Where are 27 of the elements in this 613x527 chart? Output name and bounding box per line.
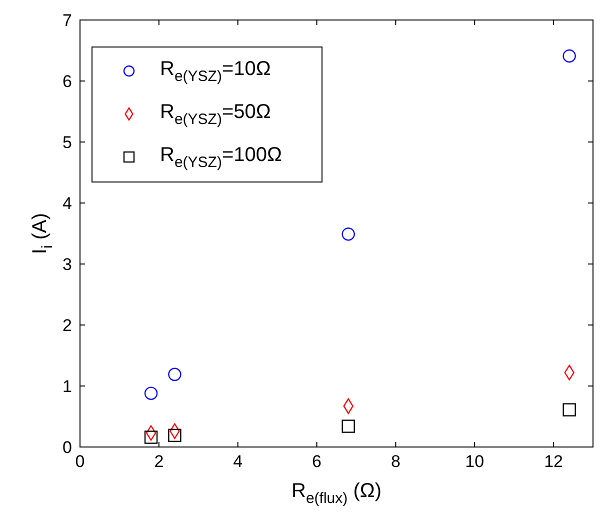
legend-label: R$_{e(YSZ)}$=10Ω [160,58,271,85]
point [144,386,158,400]
y-tick-label: 4 [62,194,72,213]
x-tick-label: 6 [312,452,322,471]
y-tick-label: 3 [62,255,72,274]
point [562,49,576,63]
y-tick-label: 6 [62,72,72,91]
point [342,420,355,433]
legend-label: R$_{e(YSZ)}$=50Ω [160,101,271,128]
y-tick-label: 0 [62,438,72,457]
legend-label: R$_{e(YSZ)}$=100Ω [160,144,282,171]
y-tick-label: 7 [62,11,72,30]
x-axis-title: R$_{e(flux)}$ (Ω) [292,480,382,507]
x-tick-label: 2 [154,452,164,471]
x-tick-label: 12 [544,452,563,471]
point [342,228,355,241]
x-tick-label: 10 [465,452,484,471]
x-tick-label: 8 [390,452,400,471]
point [168,428,182,442]
x-tick-label: 0 [75,452,85,471]
point [562,403,576,416]
y-tick-label: 1 [62,377,72,396]
point [144,430,158,444]
y-tick-label: 2 [62,316,72,335]
x-tick-label: 4 [233,452,243,471]
y-tick-label: 5 [62,133,72,152]
point [168,368,182,382]
